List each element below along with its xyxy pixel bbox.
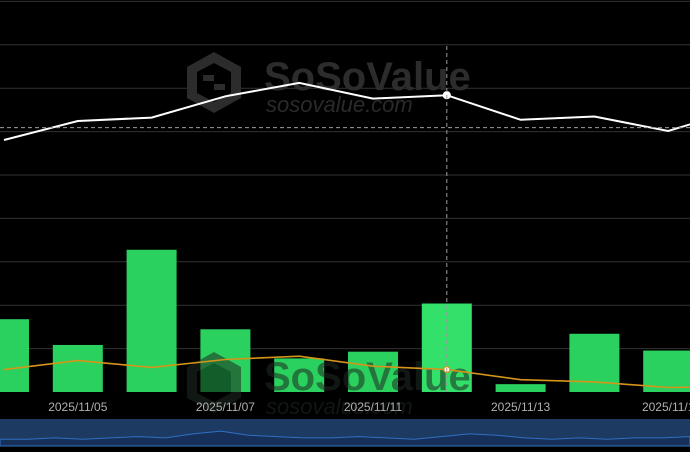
sosovalue-logo-icon-faint: [187, 352, 241, 413]
series-lines: [3, 81, 690, 389]
watermark-title-faint: SoSoValue: [264, 355, 471, 399]
sosovalue-logo-icon: [187, 52, 241, 113]
crosshair: [0, 46, 690, 392]
watermark-url-faint: sosovalue.com: [266, 394, 413, 419]
bar: [274, 358, 325, 392]
range-navigator[interactable]: [0, 419, 690, 447]
watermark-title: SoSoValue: [264, 55, 471, 99]
bar: [52, 344, 103, 392]
x-tick-label: 2025/11/11: [344, 400, 403, 414]
x-tick-label: 2025/11/05: [48, 400, 107, 414]
watermark-url: sosovalue.com: [266, 92, 413, 117]
x-tick-label: 2025/11/1: [642, 400, 690, 414]
average-line: [3, 355, 690, 389]
navigator-series: [0, 430, 690, 447]
x-axis-ticks: 2025/11/05 2025/11/07 2025/11/11 2025/11/13…: [48, 400, 690, 414]
x-tick-label: 2025/11/07: [196, 400, 255, 414]
watermark-bottom: SoSoValue sosovalue.com: [187, 352, 471, 419]
bar: [0, 319, 29, 392]
grid-lines: [0, 0, 690, 350]
x-tick-label: 2025/11/13: [491, 400, 550, 414]
bar: [495, 384, 546, 392]
bar: [643, 350, 690, 392]
price-line: [3, 81, 690, 141]
volume-bars: [0, 249, 690, 392]
bar: [126, 249, 177, 392]
bar: [348, 351, 398, 392]
watermark: SoSoValue sosovalue.com: [187, 52, 471, 117]
